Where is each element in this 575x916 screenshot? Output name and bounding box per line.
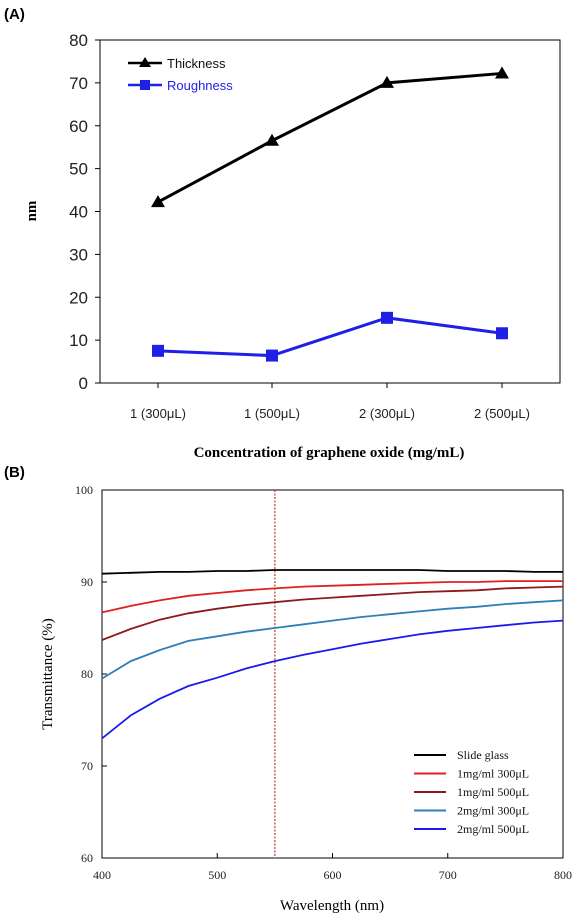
data-point-roughness <box>496 327 508 340</box>
panel-b-label: (B) <box>4 464 25 481</box>
panel-b-y-axis: 60 70 80 90 100 <box>75 483 107 865</box>
y-tick-label: 60 <box>81 851 93 865</box>
x-tick-label: 500 <box>208 868 226 882</box>
legend-label-2mg-ml-300-l: 2mg/ml 300μL <box>457 804 529 818</box>
data-point-thickness <box>265 133 279 146</box>
x-tick-label: 700 <box>439 868 457 882</box>
y-tick-label: 100 <box>75 483 93 497</box>
y-tick-label: 80 <box>69 31 88 50</box>
y-tick-label: 50 <box>69 160 88 179</box>
x-tick-label: 600 <box>324 868 342 882</box>
panel-a-x-axis-label: Concentration of graphene oxide (mg/mL) <box>194 445 465 461</box>
panel-a-plot-area <box>99 39 561 384</box>
y-tick-label: 40 <box>69 203 88 222</box>
series-line-2mg-ml-300-l <box>101 599 564 680</box>
legend-label-roughness: Roughness <box>167 78 233 93</box>
y-tick-label: 20 <box>69 288 88 307</box>
data-point-thickness <box>380 75 394 88</box>
y-tick-label: 30 <box>69 245 88 264</box>
panel-b-legend: Slide glass 1mg/ml 300μL 1mg/ml 500μL 2mg/m… <box>414 748 529 836</box>
series-line-slide-glass <box>101 569 563 575</box>
legend-label-2mg-ml-500-l: 2mg/ml 500μL <box>457 822 529 836</box>
panel-b-series <box>101 569 564 740</box>
series-line-roughness <box>157 316 503 358</box>
data-point-thickness <box>151 195 165 208</box>
panel-b-x-axis: 400 500 600 700 800 <box>93 853 572 882</box>
series-line-thickness <box>157 71 503 204</box>
panel-b: (B) 60 70 80 90 100 400 500 600 700 800 Slide gl… <box>4 464 572 914</box>
legend-label-slide-glass: Slide glass <box>457 748 509 762</box>
panel-b-y-axis-label: Transmittance (%) <box>40 618 56 730</box>
y-tick-label: 10 <box>69 331 88 350</box>
y-tick-label: 90 <box>81 575 93 589</box>
series-line-1mg-ml-500-l <box>101 585 564 641</box>
legend-marker-thickness <box>139 57 151 67</box>
panel-a-label: (A) <box>4 6 25 23</box>
x-tick-label: 800 <box>554 868 572 882</box>
y-tick-label: 60 <box>69 117 88 136</box>
x-tick-label: 1 (500μL) <box>244 406 300 421</box>
panel-a-y-axis: 0 10 20 30 40 50 60 70 80 <box>69 31 100 393</box>
panel-a-x-axis: 1 (300μL) 1 (500μL) 2 (300μL) 2 (500μL) <box>130 383 530 421</box>
y-tick-label: 0 <box>79 374 88 393</box>
legend-marker-roughness <box>140 80 150 90</box>
y-tick-label: 80 <box>81 667 93 681</box>
data-point-roughness <box>266 349 278 362</box>
x-tick-label: 2 (500μL) <box>474 406 530 421</box>
panel-b-legend-box <box>408 735 558 839</box>
x-tick-label: 2 (300μL) <box>359 406 415 421</box>
series-line-1mg-ml-300-l <box>101 580 563 614</box>
panel-b-x-axis-label: Wavelength (nm) <box>280 898 384 914</box>
data-point-roughness <box>381 311 393 324</box>
panel-a-legend: Thickness Roughness <box>128 56 233 93</box>
x-tick-label: 1 (300μL) <box>130 406 186 421</box>
x-tick-label: 400 <box>93 868 111 882</box>
legend-label-thickness: Thickness <box>167 56 226 71</box>
panel-a-series <box>151 66 509 362</box>
data-point-roughness <box>152 344 164 357</box>
panel-a: (A) 0 10 20 30 40 50 60 70 80 1 (300μL) 1 (500μL)… <box>4 6 561 461</box>
panel-a-y-axis-label: nm <box>24 200 40 221</box>
y-tick-label: 70 <box>81 759 93 773</box>
legend-label-1mg-ml-500-l: 1mg/ml 500μL <box>457 785 529 799</box>
data-point-thickness <box>495 66 509 79</box>
y-tick-label: 70 <box>69 74 88 93</box>
legend-label-1mg-ml-300-l: 1mg/ml 300μL <box>457 767 529 781</box>
series-line-2mg-ml-500-l <box>101 619 564 740</box>
